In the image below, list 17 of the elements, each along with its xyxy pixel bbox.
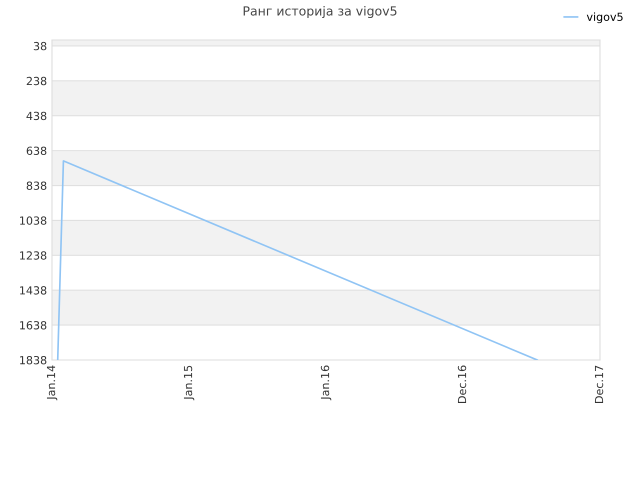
y-tick-label: 438	[26, 112, 46, 120]
x-tick-label: Jan.14	[46, 365, 58, 400]
y-tick-label: 1038	[20, 216, 46, 225]
y-tick-label: 238	[26, 76, 46, 86]
chart-title: Ранг историја за vigov5	[244, 6, 396, 18]
x-tick-label: Dec.16	[458, 366, 466, 403]
y-tick-label: 838	[26, 181, 46, 190]
y-tick-label: 1438	[20, 286, 46, 295]
x-tick-label: Jan.16	[320, 366, 332, 400]
y-tick-label: 638	[26, 146, 46, 155]
legend-label: vigov5	[586, 12, 623, 24]
y-tick-label: 1238	[20, 251, 46, 260]
x-tick-label: Jan.15	[184, 366, 194, 400]
y-tick-label: 1838	[20, 356, 46, 364]
x-tick-label: Dec.17	[594, 366, 604, 403]
y-tick-label: 1638	[20, 321, 46, 330]
y-tick-label: 38	[34, 42, 46, 50]
